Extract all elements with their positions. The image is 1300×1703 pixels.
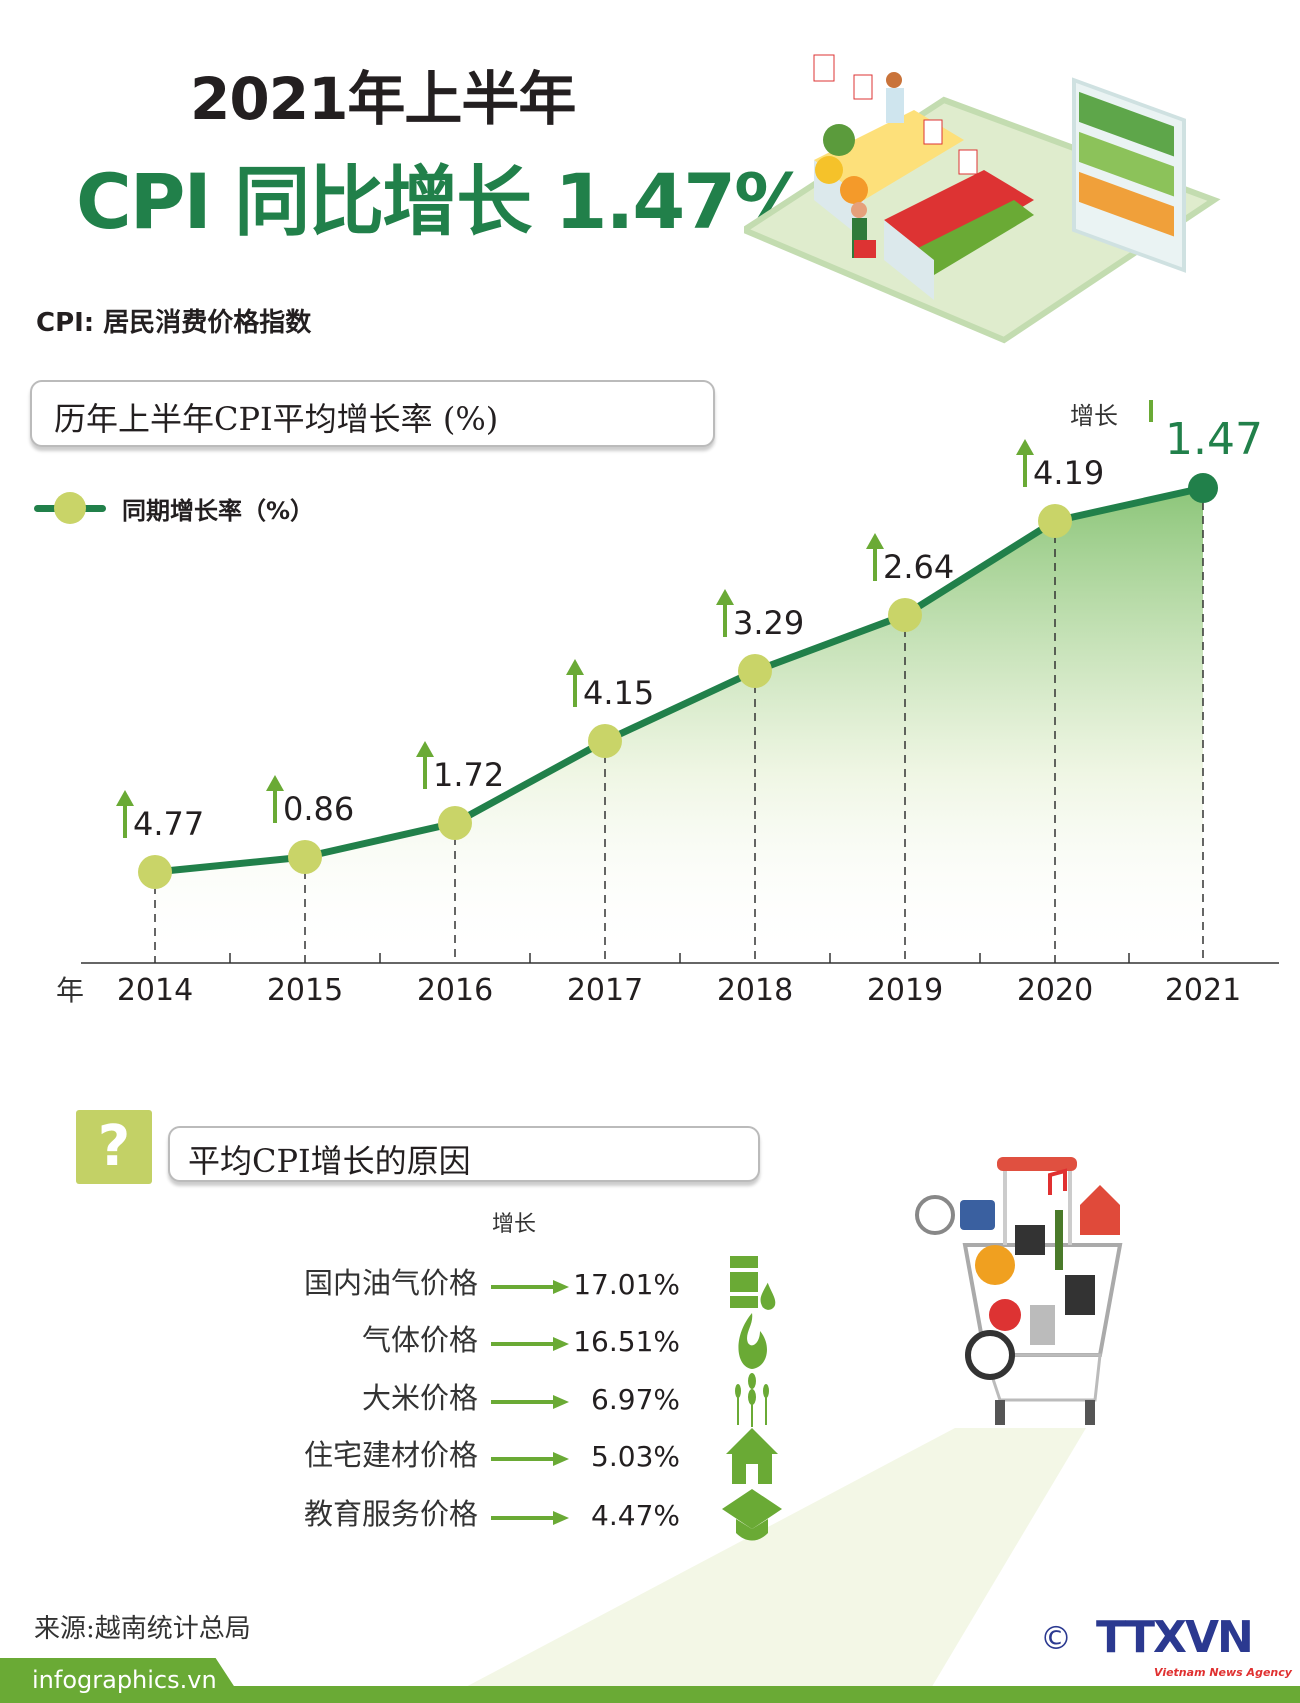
reason-row: 大米价格 6.97%	[0, 1373, 800, 1427]
reason-label: 国内油气价格	[303, 1266, 478, 1300]
chart-title-box: 历年上半年CPI平均增长率 (%)	[30, 380, 715, 447]
arrow-right-icon	[491, 1395, 569, 1409]
data-label: 1.47	[1165, 414, 1263, 465]
reason-row: 国内油气价格 17.01%	[0, 1256, 800, 1312]
data-point	[1038, 504, 1072, 538]
arrow-right-icon	[491, 1337, 569, 1351]
reasons-increase-label: 增长	[492, 1212, 537, 1237]
x-tick-label: 2021	[1165, 973, 1241, 1008]
data-point	[138, 855, 172, 889]
up-arrow-head-icon	[416, 741, 434, 757]
area-fill	[155, 488, 1203, 963]
reason-value: 16.51%	[573, 1325, 680, 1358]
x-tick-label: 2015	[267, 973, 343, 1008]
reasons-title-box: 平均CPI增长的原因	[168, 1126, 760, 1182]
footer-bar	[0, 1686, 1300, 1703]
up-arrow-head-icon	[566, 659, 584, 675]
cpi-definition: CPI: 居民消费价格指数	[36, 308, 312, 338]
rice-icon	[735, 1373, 769, 1427]
reasons-title: 平均CPI增长的原因	[188, 1142, 471, 1180]
logo-subtitle: Vietnam News Agency	[1154, 1666, 1292, 1679]
ttxvn-logo: © TTXVN Vietnam News Agency	[1040, 1612, 1292, 1684]
reason-value: 5.03%	[591, 1440, 680, 1473]
reason-row: 气体价格 16.51%	[0, 1313, 800, 1369]
up-arrow-head-icon	[866, 533, 884, 549]
up-arrow-head-icon	[266, 775, 284, 791]
data-point	[1188, 473, 1218, 503]
x-tick-label: 2016	[417, 973, 493, 1008]
reason-value: 4.47%	[591, 1499, 680, 1532]
data-point	[588, 724, 622, 758]
x-tick-label: 2018	[717, 973, 793, 1008]
shopping-cart-illustration	[915, 1157, 1123, 1425]
chart-title: 历年上半年CPI平均增长率 (%)	[54, 400, 499, 438]
up-arrow-head-icon	[116, 790, 134, 806]
arrow-right-icon	[491, 1511, 569, 1525]
reason-value: 6.97%	[591, 1383, 680, 1416]
arrow-right-icon	[491, 1452, 569, 1466]
legend-marker-icon	[34, 490, 106, 526]
reason-label: 住宅建材价格	[303, 1438, 478, 1472]
legend: 同期增长率（%）	[34, 490, 314, 526]
title-line-1: 2021年上半年	[190, 65, 576, 133]
x-tick-label: 2014	[117, 973, 193, 1008]
copyright-icon: ©	[1040, 1619, 1072, 1657]
reason-label: 气体价格	[361, 1323, 478, 1357]
data-label: 3.29	[733, 604, 804, 642]
house-icon	[726, 1428, 778, 1484]
x-tick-label: 2017	[567, 973, 643, 1008]
oil-barrel-icon	[730, 1256, 778, 1312]
data-label: 2.64	[883, 548, 954, 586]
data-point	[288, 840, 322, 874]
line-chart: 4.77 2014 0.86 2015 1.72 2016 4.15 2017 3.29 2018…	[56, 400, 1279, 1008]
data-label: 1.72	[433, 756, 504, 794]
graduation-cap-icon	[722, 1489, 782, 1541]
flame-icon	[738, 1313, 767, 1369]
logo-text: TTXVN	[1096, 1612, 1254, 1663]
question-icon: ?	[76, 1110, 152, 1184]
reason-value: 17.01%	[573, 1268, 680, 1301]
up-arrow-head-icon	[716, 589, 734, 605]
reason-label: 教育服务价格	[303, 1497, 478, 1531]
reason-label: 大米价格	[361, 1381, 478, 1415]
site-link[interactable]: infographics.vn	[32, 1666, 217, 1694]
up-arrow-head-icon	[1016, 439, 1034, 455]
legend-label: 同期增长率（%）	[122, 496, 315, 525]
increase-label: 增长	[1070, 402, 1118, 430]
x-axis-label: 年	[56, 974, 84, 1007]
data-point	[888, 598, 922, 632]
data-label: 4.77	[133, 805, 204, 843]
title-line-2: CPI 同比增长 1.47%	[76, 157, 810, 246]
data-label: 4.15	[583, 674, 654, 712]
source-note: 来源:越南统计总局	[34, 1614, 251, 1644]
x-tick-label: 2020	[1017, 973, 1093, 1008]
x-tick-label: 2019	[867, 973, 943, 1008]
data-point	[438, 806, 472, 840]
reason-row: 住宅建材价格 5.03%	[0, 1428, 800, 1484]
series-line	[154, 484, 1204, 876]
data-label: 0.86	[283, 790, 354, 828]
arrow-right-icon	[491, 1280, 569, 1294]
data-point	[738, 654, 772, 688]
footer-site-tab[interactable]: infographics.vn	[0, 1658, 245, 1703]
data-label: 4.19	[1033, 454, 1104, 492]
supermarket-illustration	[744, 54, 1221, 344]
reason-row: 教育服务价格 4.47%	[0, 1489, 800, 1541]
